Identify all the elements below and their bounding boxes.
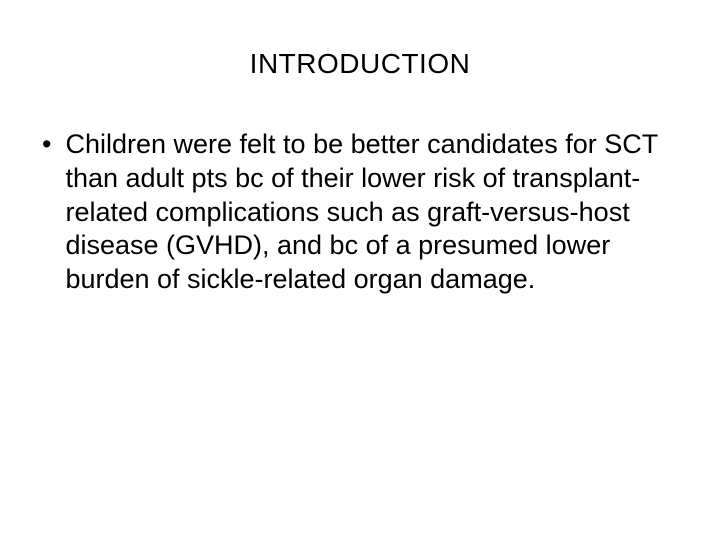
- slide-content: • Children were felt to be better candid…: [0, 128, 720, 297]
- bullet-marker-icon: •: [42, 128, 51, 162]
- slide: INTRODUCTION • Children were felt to be …: [0, 0, 720, 540]
- slide-title: INTRODUCTION: [0, 48, 720, 80]
- bullet-item: • Children were felt to be better candid…: [40, 128, 680, 297]
- bullet-text: Children were felt to be better candidat…: [65, 128, 680, 297]
